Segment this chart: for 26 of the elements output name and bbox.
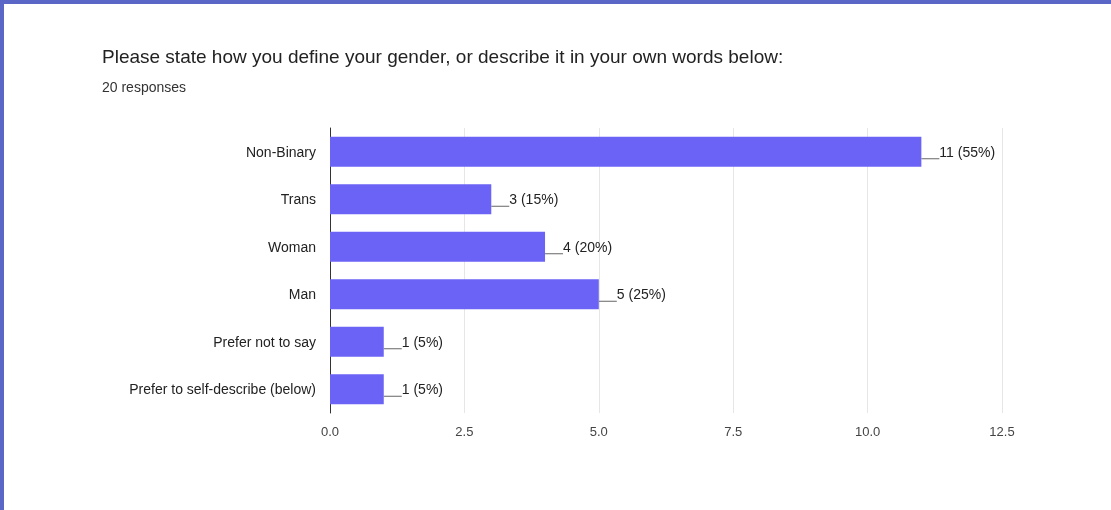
- data-label: 11 (55%): [939, 143, 996, 160]
- y-tick-label: Woman: [268, 238, 316, 255]
- data-label: 1 (5%): [401, 381, 443, 398]
- x-tick-label: 10.0: [854, 424, 881, 439]
- y-tick-label: Prefer not to say: [213, 333, 316, 350]
- bar: [330, 374, 384, 405]
- data-label: 3 (15%): [509, 191, 559, 208]
- chart-title: Please state how you define your gender, or describe it in your own words below:: [102, 46, 784, 67]
- bar: [330, 326, 384, 357]
- data-label: 1 (5%): [401, 333, 443, 350]
- bar: [330, 279, 599, 310]
- y-tick-label: Trans: [280, 191, 316, 208]
- x-tick-label: 12.5: [989, 424, 1015, 439]
- y-tick-label: Prefer to self-describe (below): [129, 381, 316, 398]
- x-tick-label: 5.0: [589, 424, 608, 439]
- x-tick-label: 7.5: [724, 424, 743, 439]
- data-label: 5 (25%): [616, 286, 666, 303]
- bar: [330, 184, 492, 215]
- x-tick-label: 0.0: [320, 424, 340, 439]
- text: 20 responses: [102, 79, 187, 95]
- y-tick-label: Non-Binary: [245, 143, 316, 160]
- bar: [330, 231, 546, 262]
- x-tick-label: 2.5: [455, 424, 474, 439]
- bar: [330, 136, 922, 167]
- y-tick-label: Man: [288, 286, 316, 303]
- data-label: 4 (20%): [563, 238, 613, 255]
